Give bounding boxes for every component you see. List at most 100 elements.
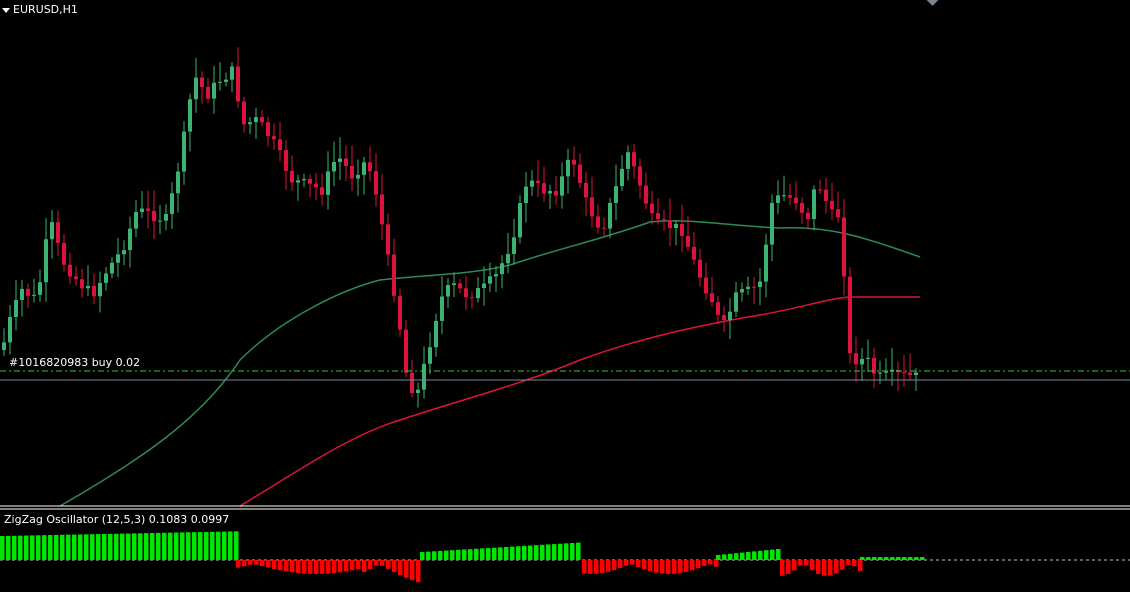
histogram-bar	[290, 560, 295, 573]
histogram-bar	[168, 532, 173, 560]
candle-body	[434, 320, 438, 348]
candle-body	[548, 191, 552, 194]
candle-body	[332, 161, 336, 172]
candle-body	[98, 282, 102, 297]
histogram-bar	[266, 560, 271, 568]
histogram-bar	[702, 560, 707, 566]
histogram-bar	[866, 557, 871, 560]
histogram-bar	[498, 547, 503, 560]
histogram-bar	[522, 545, 527, 560]
histogram-bar	[878, 557, 883, 560]
histogram-bar	[242, 560, 247, 567]
candle-body	[104, 273, 108, 283]
histogram-bar	[108, 533, 113, 560]
candle-body	[512, 237, 516, 254]
histogram-bar	[78, 534, 83, 560]
candle-body	[740, 289, 744, 293]
histogram-bar	[180, 532, 185, 560]
candle-body	[200, 77, 204, 87]
order-label[interactable]: #1016820983 buy 0.02	[9, 356, 141, 369]
candles	[2, 47, 918, 408]
candle-body	[320, 187, 324, 195]
histogram-bar	[716, 555, 721, 560]
candle-body	[188, 99, 192, 132]
histogram-bar	[48, 535, 53, 560]
candle-body	[506, 253, 510, 264]
histogram-bar	[588, 560, 593, 574]
candle-body	[764, 244, 768, 282]
candle-body	[362, 162, 366, 175]
candle-body	[20, 288, 24, 300]
candle-body	[644, 185, 648, 204]
histogram-bar	[528, 545, 533, 560]
candle-body	[560, 176, 564, 196]
candle-body	[296, 180, 300, 183]
histogram-bar	[278, 560, 283, 571]
candle-body	[410, 372, 414, 394]
histogram-bar	[120, 533, 125, 560]
candle-body	[566, 159, 570, 177]
histogram-bar	[462, 549, 467, 560]
histogram-bar	[456, 549, 461, 560]
histogram-bar	[810, 560, 815, 571]
candle-body	[422, 363, 426, 390]
histogram-bar	[576, 542, 581, 560]
histogram-bar	[914, 557, 919, 560]
histogram-bar	[860, 557, 865, 560]
candle-body	[536, 180, 540, 184]
histogram-bar	[828, 560, 833, 576]
histogram-bar	[60, 534, 65, 560]
histogram-bar	[426, 551, 431, 560]
candle-body	[128, 228, 132, 251]
histogram-bar	[374, 560, 379, 566]
histogram-bar	[284, 560, 289, 572]
histogram-bar	[684, 560, 689, 572]
histogram-bar	[308, 560, 313, 574]
histogram-bar	[510, 546, 515, 560]
candle-body	[374, 171, 378, 195]
histogram-bar	[708, 560, 713, 565]
histogram-bar	[558, 543, 563, 560]
histogram-bar	[450, 550, 455, 560]
candle-body	[356, 174, 360, 179]
candle-body	[584, 182, 588, 198]
histogram-bar	[660, 560, 665, 574]
histogram-bar	[350, 560, 355, 571]
histogram-bar	[216, 531, 221, 560]
histogram-bar	[126, 533, 131, 560]
triangle-down-icon[interactable]	[2, 8, 10, 13]
candle-body	[80, 279, 84, 289]
histogram-bar	[468, 549, 473, 560]
histogram-bar	[420, 552, 425, 560]
candle-body	[224, 79, 228, 82]
candle-body	[122, 250, 126, 255]
histogram-bar	[30, 535, 35, 560]
candle-body	[674, 224, 678, 229]
candle-body	[656, 213, 660, 220]
candle-body	[728, 311, 732, 321]
candle-body	[758, 281, 762, 287]
histogram-bar	[150, 533, 155, 560]
candle-body	[32, 294, 36, 296]
candle-body	[872, 357, 876, 374]
candle-body	[650, 203, 654, 214]
histogram-bar	[416, 560, 421, 583]
histogram-bar	[102, 533, 107, 560]
histogram-bar	[444, 550, 449, 560]
histogram-bar	[114, 533, 119, 560]
histogram-bar	[920, 557, 925, 560]
histogram-bar	[42, 535, 47, 560]
histogram-bar	[174, 532, 179, 560]
candle-body	[110, 262, 114, 274]
histogram-bar	[296, 560, 301, 573]
histogram-bar	[248, 560, 253, 565]
histogram-bar	[492, 547, 497, 560]
histogram-bar	[552, 544, 557, 560]
histogram-bar	[636, 560, 641, 568]
histogram-bar	[302, 560, 307, 574]
histogram-bar	[690, 560, 695, 571]
histogram-bar	[356, 560, 361, 570]
histogram-bar	[474, 548, 479, 560]
